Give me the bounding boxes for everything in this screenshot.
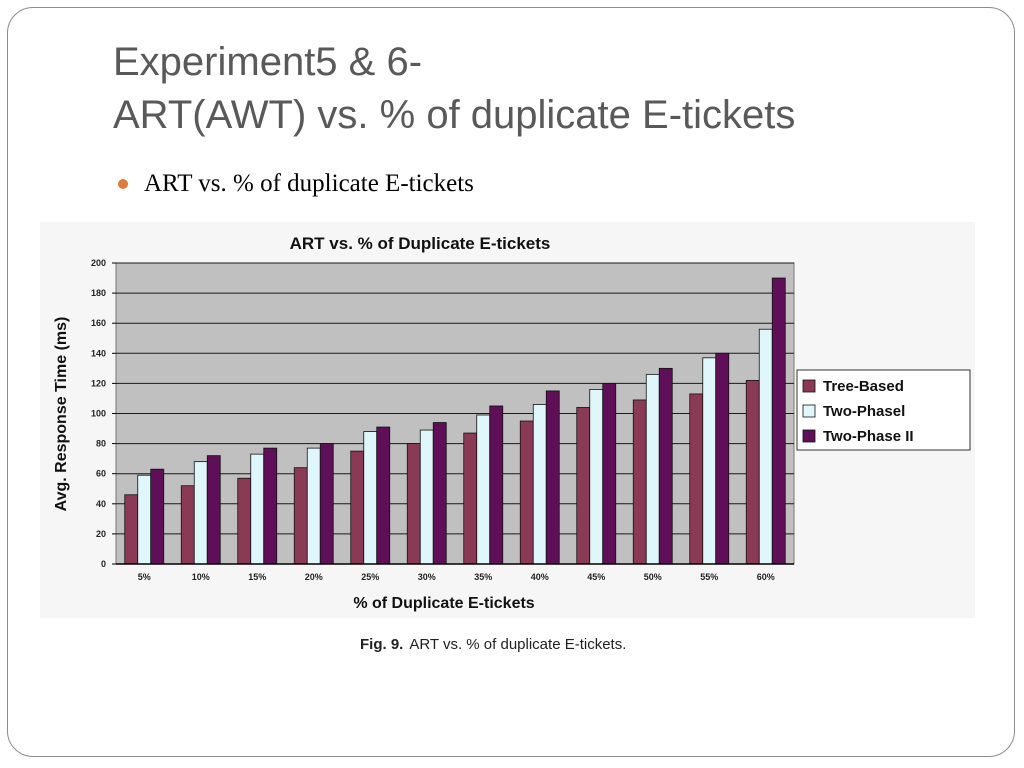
bar-two-phasel bbox=[532, 404, 547, 565]
slide-title-line2: ART(AWT) vs. % of duplicate E-tickets bbox=[113, 93, 796, 137]
x-tick-label: 15% bbox=[248, 572, 266, 582]
bullet-dot-icon bbox=[118, 179, 128, 189]
y-tick-label: 160 bbox=[91, 318, 106, 328]
bar-two-phasel bbox=[363, 431, 378, 565]
y-axis-label: Avg. Response Time (ms) bbox=[53, 317, 70, 512]
x-tick-label: 35% bbox=[474, 572, 492, 582]
legend-label: Two-Phasel bbox=[823, 403, 905, 420]
y-tick-label: 0 bbox=[101, 559, 106, 569]
bar-two-phasel bbox=[758, 328, 773, 565]
x-tick-label: 60% bbox=[757, 572, 775, 582]
bar-two-phasel bbox=[589, 389, 604, 565]
bar-two-phase-ii bbox=[150, 468, 165, 565]
y-tick-label: 40 bbox=[96, 499, 106, 509]
x-tick-label: 25% bbox=[361, 572, 379, 582]
bar-tree-based bbox=[293, 467, 308, 565]
bar-tree-based bbox=[745, 379, 760, 565]
x-tick-label: 50% bbox=[644, 572, 662, 582]
bar-two-phasel bbox=[645, 373, 660, 565]
slide-title-line1: Experiment5 & 6- bbox=[113, 40, 423, 84]
legend-swatch bbox=[802, 429, 816, 443]
bar-two-phase-ii bbox=[771, 277, 786, 565]
y-tick-label: 60 bbox=[96, 469, 106, 479]
x-tick-label: 30% bbox=[418, 572, 436, 582]
x-tick-label: 5% bbox=[138, 572, 151, 582]
bars bbox=[124, 277, 786, 565]
bar-two-phase-ii bbox=[319, 443, 334, 565]
x-axis-label: % of Duplicate E-tickets bbox=[353, 595, 534, 612]
caption-label: Fig. 9. bbox=[360, 636, 404, 653]
bar-two-phase-ii bbox=[206, 455, 221, 565]
bar-tree-based bbox=[124, 494, 139, 565]
bar-two-phase-ii bbox=[602, 382, 617, 565]
y-tick-label: 80 bbox=[96, 439, 106, 449]
legend-box bbox=[796, 369, 971, 451]
x-axis-ticks: 5% 10% 15% 20% 25% 30% 35% 40% 45% 50% 55% 60% bbox=[138, 572, 775, 582]
x-tick-label: 40% bbox=[531, 572, 549, 582]
bar-tree-based bbox=[406, 443, 421, 565]
x-tick-label: 55% bbox=[700, 572, 718, 582]
bar-tree-based bbox=[350, 450, 365, 565]
x-tick-label: 20% bbox=[305, 572, 323, 582]
y-axis-ticks: 0 20 40 60 80 100 120 140 160 180 200 bbox=[91, 258, 116, 569]
bar-two-phasel bbox=[250, 453, 265, 565]
bar-chart: ART vs. % of Duplicate E-tickets 0 20 40 60… bbox=[53, 234, 971, 612]
bar-two-phasel bbox=[419, 429, 434, 565]
bullet-item: ART vs. % of duplicate E-tickets bbox=[118, 170, 474, 198]
bar-two-phase-ii bbox=[489, 405, 504, 565]
bar-two-phase-ii bbox=[432, 422, 447, 565]
legend-swatch bbox=[802, 404, 816, 418]
bar-two-phase-ii bbox=[263, 447, 278, 565]
legend-swatch bbox=[802, 379, 816, 393]
y-tick-label: 120 bbox=[91, 378, 106, 388]
x-tick-label: 10% bbox=[192, 572, 210, 582]
bullet-text: ART vs. % of duplicate E-tickets bbox=[144, 170, 474, 197]
legend-label: Two-Phase II bbox=[823, 428, 914, 445]
grid-lines bbox=[116, 262, 794, 535]
bar-two-phasel bbox=[193, 461, 208, 565]
y-tick-label: 20 bbox=[96, 529, 106, 539]
bar-two-phase-ii bbox=[715, 352, 730, 565]
bar-tree-based bbox=[237, 477, 252, 565]
bar-two-phase-ii bbox=[658, 367, 673, 565]
bar-two-phasel bbox=[476, 414, 491, 565]
x-tick-label: 45% bbox=[587, 572, 605, 582]
y-tick-label: 200 bbox=[91, 258, 106, 268]
y-tick-label: 140 bbox=[91, 348, 106, 358]
bar-tree-based bbox=[632, 399, 647, 565]
legend-label: Tree-Based bbox=[823, 378, 904, 395]
bar-tree-based bbox=[689, 393, 704, 565]
slide-title: Experiment5 & 6- ART(AWT) vs. % of dupli… bbox=[113, 36, 795, 142]
chart-title: ART vs. % of Duplicate E-tickets bbox=[290, 234, 551, 253]
y-tick-label: 180 bbox=[91, 288, 106, 298]
bar-tree-based bbox=[576, 407, 591, 565]
y-tick-label: 100 bbox=[91, 409, 106, 419]
caption-text: ART vs. % of duplicate E-tickets. bbox=[409, 636, 627, 653]
bar-two-phasel bbox=[137, 474, 152, 565]
bar-two-phase-ii bbox=[545, 390, 560, 565]
bar-tree-based bbox=[463, 432, 478, 565]
bar-two-phasel bbox=[702, 357, 717, 565]
figure-caption: Fig. 9. ART vs. % of duplicate E-tickets. bbox=[360, 636, 626, 653]
bar-two-phasel bbox=[306, 447, 321, 565]
bar-tree-based bbox=[180, 485, 195, 565]
bar-two-phase-ii bbox=[376, 426, 391, 565]
bar-tree-based bbox=[519, 420, 534, 565]
chart-legend: Tree-Based Two-Phasel Two-Phase II bbox=[796, 369, 971, 451]
